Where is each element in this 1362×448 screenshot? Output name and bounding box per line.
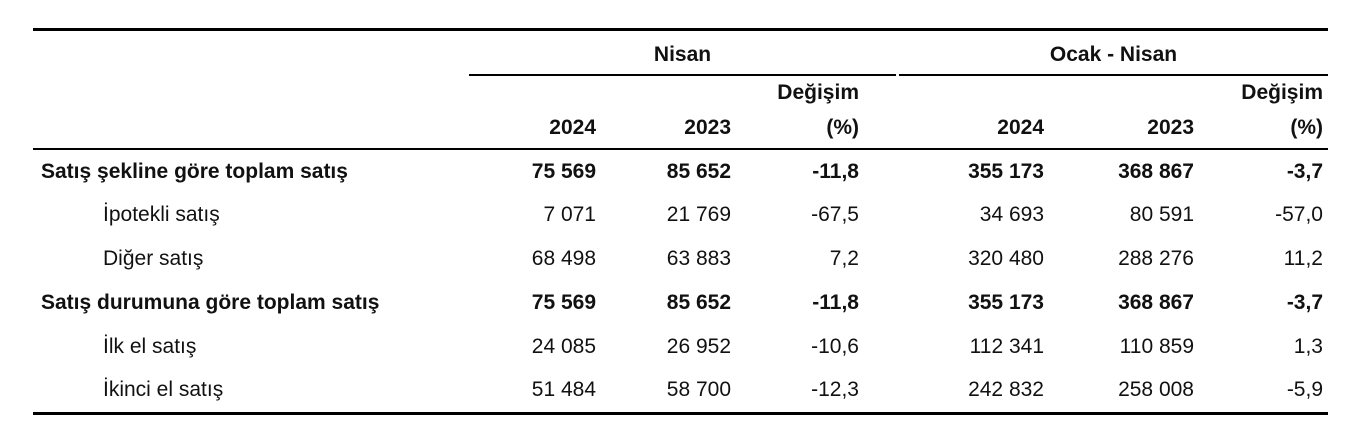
table-row: İkinci el satış 51 484 58 700 -12,3 242 … — [33, 378, 1328, 422]
group-rule-nisan — [469, 74, 896, 76]
cell-ocak-2023: 368 867 — [1118, 291, 1194, 314]
cell-nisan-2023: 85 652 — [666, 291, 731, 314]
cell-ocak-2023: 368 867 — [1118, 160, 1194, 183]
row-label: Satış durumuna göre toplam satış — [41, 291, 380, 314]
cell-ocak-2024: 355 173 — [968, 291, 1044, 314]
cell-nisan-2024: 75 569 — [531, 160, 596, 183]
col-header-ocak-2023: 2023 — [1147, 116, 1194, 139]
cell-nisan-2024: 75 569 — [531, 291, 596, 314]
table-row: İlk el satış 24 085 26 952 -10,6 112 341… — [33, 335, 1328, 379]
cell-ocak-change: 1,3 — [1293, 335, 1323, 358]
col-header-nisan-change-label: Değişim — [777, 81, 859, 104]
cell-ocak-2024: 112 341 — [969, 335, 1044, 358]
cell-ocak-2023: 258 008 — [1118, 378, 1194, 401]
table-row: Satış şekline göre toplam satış 75 569 8… — [33, 160, 1328, 204]
cell-ocak-2023: 288 276 — [1118, 247, 1194, 270]
cell-ocak-2024: 242 832 — [968, 378, 1044, 401]
cell-nisan-2024: 68 498 — [531, 247, 596, 270]
cell-ocak-2024: 355 173 — [968, 160, 1044, 183]
cell-nisan-2023: 63 883 — [666, 247, 731, 270]
cell-ocak-change: -5,9 — [1286, 378, 1323, 401]
cell-ocak-2024: 320 480 — [968, 247, 1044, 270]
cell-nisan-2024: 51 484 — [531, 378, 596, 401]
table-row: İpotekli satış 7 071 21 769 -67,5 34 693… — [33, 203, 1328, 247]
row-label: İlk el satış — [103, 335, 197, 358]
group-header-ocak-nisan: Ocak - Nisan — [1049, 43, 1178, 66]
table-top-rule — [33, 28, 1328, 31]
col-header-nisan-2023: 2023 — [684, 116, 731, 139]
header-rule — [33, 148, 1328, 150]
cell-nisan-2023: 85 652 — [666, 160, 731, 183]
group-header-nisan: Nisan — [653, 43, 712, 66]
cell-nisan-change: -67,5 — [811, 203, 859, 226]
cell-ocak-change: -3,7 — [1286, 291, 1323, 314]
row-label: İpotekli satış — [103, 203, 220, 226]
cell-nisan-change: 7,2 — [829, 247, 859, 270]
table-row: Satış durumuna göre toplam satış 75 569 … — [33, 291, 1328, 335]
table-row: Diğer satış 68 498 63 883 7,2 320 480 28… — [33, 247, 1328, 291]
cell-nisan-2024: 24 085 — [531, 335, 596, 358]
cell-nisan-change: -11,8 — [812, 160, 859, 183]
col-header-nisan-2024: 2024 — [549, 116, 596, 139]
sales-table: Nisan Ocak - Nisan Değişim Değişim 2024 … — [33, 28, 1328, 418]
cell-ocak-2023: 110 859 — [1119, 335, 1194, 358]
cell-nisan-2023: 21 769 — [666, 203, 731, 226]
cell-ocak-2023: 80 591 — [1129, 203, 1194, 226]
table-bottom-rule — [33, 412, 1328, 415]
row-label: Diğer satış — [103, 247, 204, 270]
cell-nisan-change: -12,3 — [811, 378, 859, 401]
row-label: Satış şekline göre toplam satış — [41, 160, 348, 183]
cell-ocak-change: -3,7 — [1286, 160, 1323, 183]
col-header-ocak-2024: 2024 — [997, 116, 1044, 139]
col-header-nisan-change-unit: (%) — [826, 116, 859, 139]
cell-nisan-2024: 7 071 — [543, 203, 596, 226]
cell-ocak-2024: 34 693 — [979, 203, 1044, 226]
cell-nisan-change: -10,6 — [811, 335, 859, 358]
group-rule-ocak-nisan — [899, 74, 1328, 76]
cell-nisan-2023: 58 700 — [666, 378, 731, 401]
row-label: İkinci el satış — [103, 378, 224, 401]
cell-nisan-change: -11,8 — [812, 291, 859, 314]
cell-ocak-change: 11,2 — [1283, 247, 1323, 270]
cell-nisan-2023: 26 952 — [666, 335, 731, 358]
col-header-ocak-change-unit: (%) — [1290, 116, 1323, 139]
col-header-ocak-change-label: Değişim — [1241, 81, 1323, 104]
cell-ocak-change: -57,0 — [1275, 203, 1323, 226]
